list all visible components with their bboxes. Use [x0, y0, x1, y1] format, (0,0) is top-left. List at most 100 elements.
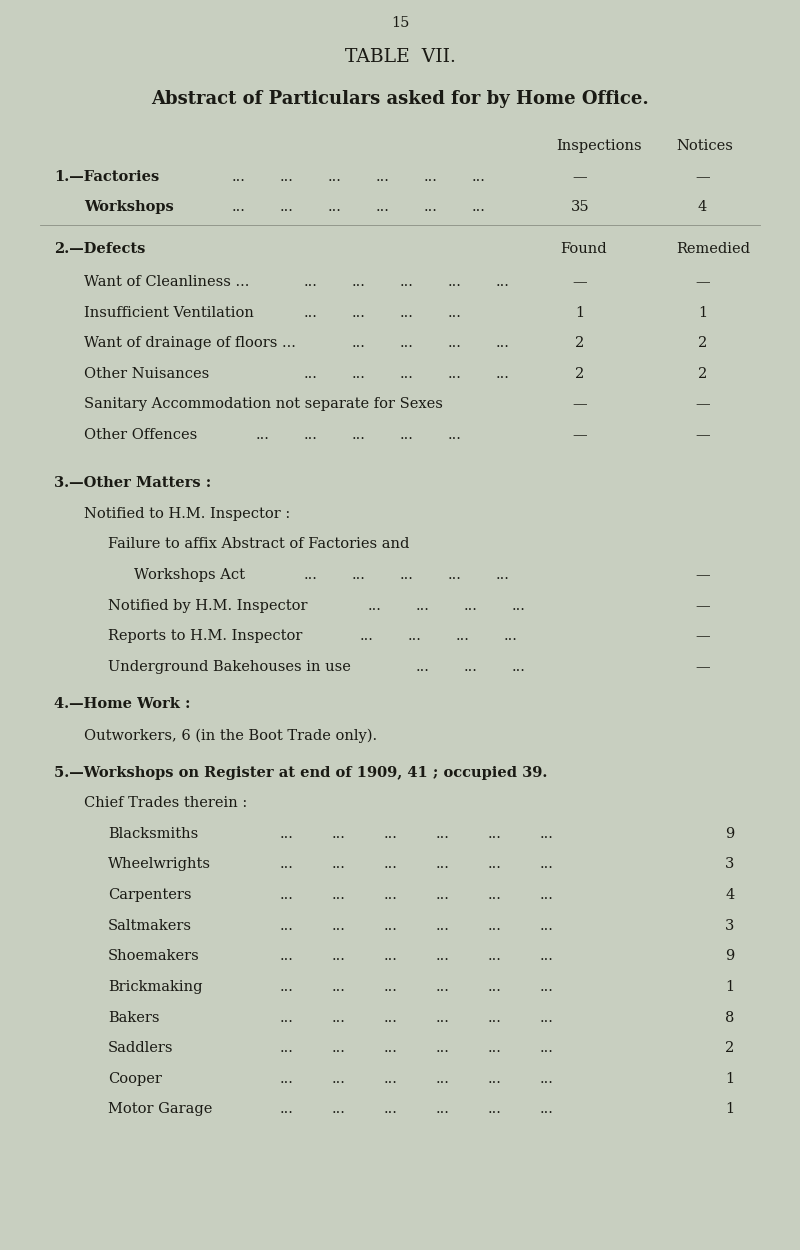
Text: ...: ...: [512, 599, 526, 612]
Text: ...: ...: [540, 858, 554, 871]
Text: Want of Cleanliness ...: Want of Cleanliness ...: [84, 275, 250, 289]
Text: Inspections: Inspections: [556, 139, 642, 152]
Text: ...: ...: [488, 919, 502, 932]
Text: ...: ...: [328, 200, 342, 214]
Text: 2: 2: [698, 336, 707, 350]
Text: ...: ...: [280, 1041, 294, 1055]
Text: ...: ...: [400, 336, 414, 350]
Text: ...: ...: [424, 170, 438, 184]
Text: Want of drainage of floors ...: Want of drainage of floors ...: [84, 336, 296, 350]
Text: ...: ...: [384, 858, 398, 871]
Text: ...: ...: [436, 980, 450, 994]
Text: —: —: [695, 599, 710, 612]
Text: ...: ...: [280, 980, 294, 994]
Text: ...: ...: [464, 599, 478, 612]
Text: 2: 2: [698, 366, 707, 381]
Text: ...: ...: [384, 919, 398, 932]
Text: —: —: [695, 568, 710, 582]
Text: ...: ...: [352, 428, 366, 442]
Text: ...: ...: [436, 1102, 450, 1116]
Text: ...: ...: [416, 660, 430, 674]
Text: ...: ...: [488, 949, 502, 964]
Text: 4: 4: [725, 888, 734, 902]
Text: Failure to affix Abstract of Factories and: Failure to affix Abstract of Factories a…: [108, 538, 410, 551]
Text: —: —: [695, 170, 710, 184]
Text: Reports to H.M. Inspector: Reports to H.M. Inspector: [108, 629, 302, 644]
Text: Abstract of Particulars asked for by Home Office.: Abstract of Particulars asked for by Hom…: [151, 90, 649, 108]
Text: —: —: [695, 398, 710, 411]
Text: Underground Bakehouses in use: Underground Bakehouses in use: [108, 660, 351, 674]
Text: ...: ...: [384, 1102, 398, 1116]
Text: ...: ...: [448, 366, 462, 381]
Text: ...: ...: [488, 980, 502, 994]
Text: Notified by H.M. Inspector: Notified by H.M. Inspector: [108, 599, 307, 612]
Text: ...: ...: [332, 1071, 346, 1086]
Text: ...: ...: [436, 949, 450, 964]
Text: ...: ...: [304, 275, 318, 289]
Text: ...: ...: [488, 1071, 502, 1086]
Text: Other Offences: Other Offences: [84, 428, 198, 442]
Text: ...: ...: [280, 919, 294, 932]
Text: ...: ...: [384, 1041, 398, 1055]
Text: ...: ...: [496, 275, 510, 289]
Text: ...: ...: [332, 919, 346, 932]
Text: ...: ...: [332, 1102, 346, 1116]
Text: ...: ...: [540, 1010, 554, 1025]
Text: ...: ...: [408, 629, 422, 644]
Text: ...: ...: [332, 826, 346, 841]
Text: ...: ...: [540, 826, 554, 841]
Text: 5.—Workshops on Register at end of 1909, 41 ; occupied 39.: 5.—Workshops on Register at end of 1909,…: [54, 765, 548, 780]
Text: ...: ...: [280, 1010, 294, 1025]
Text: ...: ...: [352, 568, 366, 582]
Text: 15: 15: [391, 15, 409, 30]
Text: Remedied: Remedied: [676, 242, 750, 256]
Text: 35: 35: [570, 200, 590, 214]
Text: 2.—Defects: 2.—Defects: [54, 242, 146, 256]
Text: ...: ...: [436, 1071, 450, 1086]
Text: TABLE  VII.: TABLE VII.: [345, 48, 455, 65]
Text: ...: ...: [424, 200, 438, 214]
Text: ...: ...: [332, 1041, 346, 1055]
Text: ...: ...: [400, 428, 414, 442]
Text: ...: ...: [280, 888, 294, 902]
Text: ...: ...: [352, 366, 366, 381]
Text: —: —: [695, 629, 710, 644]
Text: Blacksmiths: Blacksmiths: [108, 826, 198, 841]
Text: ...: ...: [488, 1102, 502, 1116]
Text: ...: ...: [280, 949, 294, 964]
Text: Other Nuisances: Other Nuisances: [84, 366, 210, 381]
Text: ...: ...: [332, 1010, 346, 1025]
Text: ...: ...: [384, 888, 398, 902]
Text: —: —: [695, 428, 710, 442]
Text: ...: ...: [304, 305, 318, 320]
Text: ...: ...: [400, 568, 414, 582]
Text: ...: ...: [280, 200, 294, 214]
Text: ...: ...: [352, 275, 366, 289]
Text: ...: ...: [448, 428, 462, 442]
Text: ...: ...: [488, 888, 502, 902]
Text: 1.—Factories: 1.—Factories: [54, 170, 160, 184]
Text: ...: ...: [436, 1041, 450, 1055]
Text: ...: ...: [384, 1010, 398, 1025]
Text: ...: ...: [488, 1010, 502, 1025]
Text: ...: ...: [400, 366, 414, 381]
Text: ...: ...: [384, 980, 398, 994]
Text: Motor Garage: Motor Garage: [108, 1102, 212, 1116]
Text: ...: ...: [488, 826, 502, 841]
Text: 3: 3: [725, 919, 734, 932]
Text: ...: ...: [448, 275, 462, 289]
Text: Workshops Act: Workshops Act: [134, 568, 246, 582]
Text: 3: 3: [725, 858, 734, 871]
Text: ...: ...: [400, 275, 414, 289]
Text: ...: ...: [436, 888, 450, 902]
Text: ...: ...: [540, 888, 554, 902]
Text: ...: ...: [280, 826, 294, 841]
Text: 9: 9: [725, 949, 734, 964]
Text: ...: ...: [232, 200, 246, 214]
Text: ...: ...: [352, 305, 366, 320]
Text: ...: ...: [352, 336, 366, 350]
Text: ...: ...: [540, 1102, 554, 1116]
Text: 2: 2: [575, 366, 585, 381]
Text: Shoemakers: Shoemakers: [108, 949, 200, 964]
Text: ...: ...: [280, 858, 294, 871]
